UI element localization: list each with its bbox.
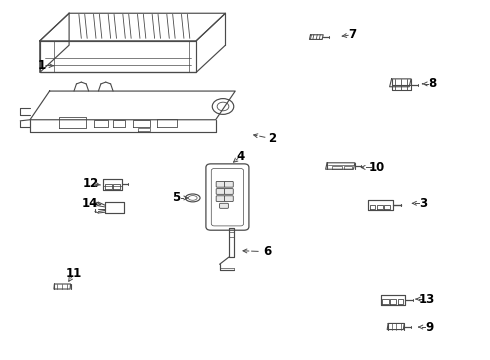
Text: 8: 8 bbox=[428, 77, 436, 90]
Text: 2: 2 bbox=[268, 132, 276, 145]
Text: 11: 11 bbox=[66, 267, 82, 280]
Text: 3: 3 bbox=[419, 197, 427, 210]
Text: 4: 4 bbox=[236, 150, 244, 163]
Text: 12: 12 bbox=[83, 177, 99, 190]
FancyBboxPatch shape bbox=[216, 189, 225, 194]
Text: 9: 9 bbox=[426, 320, 434, 333]
FancyBboxPatch shape bbox=[224, 181, 233, 187]
Text: 6: 6 bbox=[263, 245, 271, 258]
Text: 14: 14 bbox=[82, 197, 98, 210]
Text: 7: 7 bbox=[348, 28, 357, 41]
FancyBboxPatch shape bbox=[224, 189, 233, 194]
FancyBboxPatch shape bbox=[206, 164, 249, 230]
FancyBboxPatch shape bbox=[216, 196, 225, 202]
Text: 10: 10 bbox=[369, 161, 385, 174]
Text: 13: 13 bbox=[418, 293, 435, 306]
Text: 5: 5 bbox=[172, 192, 181, 204]
FancyBboxPatch shape bbox=[224, 196, 233, 202]
FancyBboxPatch shape bbox=[220, 203, 228, 208]
Text: 1: 1 bbox=[38, 59, 46, 72]
FancyBboxPatch shape bbox=[216, 181, 225, 187]
